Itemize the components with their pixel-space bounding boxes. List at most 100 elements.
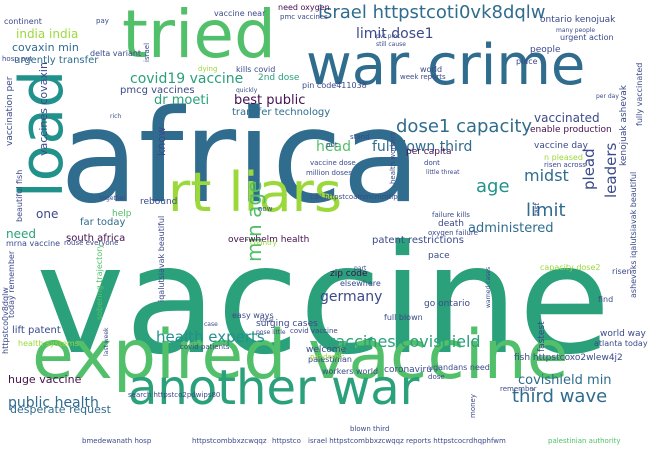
word-min-age: min age <box>242 180 266 262</box>
word-atlanta-today: atlanta today <box>594 339 648 348</box>
word-call-link: call httpstcoammcmmtip <box>310 193 398 201</box>
word-vaccines-covaxin: vaccines covaxin <box>37 62 50 156</box>
word-2nd-dose: 2nd dose <box>258 73 300 83</box>
word-covid-vaccine: covid vaccine <box>290 327 338 335</box>
word-know: know <box>155 126 168 156</box>
word-limit: limit <box>526 200 566 221</box>
word-ashevaks-link: ashevaks iqalutsiavak beautiful <box>629 171 638 298</box>
word-another-war: another war <box>128 360 420 416</box>
word-palestinian: palestinian <box>308 355 352 364</box>
word-zip-code: zip code <box>330 269 368 279</box>
word-dose: dose <box>428 373 445 381</box>
word-total: total <box>260 317 274 324</box>
word-case: case <box>204 321 218 328</box>
word-south-africa: south africa <box>66 233 126 244</box>
word-israel-link2: israel httpstcombbxzcwqqz reports httpst… <box>308 437 506 445</box>
word-search-link: search httpstco2pdwips80 <box>128 391 221 399</box>
word-israel-link: israel httpstcoti0vk8dqlw <box>318 2 546 23</box>
word-people: people <box>530 45 561 55</box>
word-lift-patent: lift patent <box>12 325 61 336</box>
word-best-public: best public <box>234 93 306 108</box>
word-surging-cases: surging cases <box>256 319 318 329</box>
word-rouse-everyone: rouse everyone <box>64 239 119 247</box>
word-transfer-technology: transfer technology <box>232 107 331 118</box>
word-fast: fast <box>533 202 541 216</box>
word-expired-vaccine: expired vaccine <box>32 316 569 395</box>
word-bandewanah-hosp: bmedewanath hosp <box>82 437 152 445</box>
word-httpstcombbxzcwqqz: httpstcombbxzcwqqz <box>192 437 267 445</box>
word-place: place <box>516 57 538 66</box>
word-germany: germany <box>320 289 383 305</box>
word-pandemic: pandemic <box>310 353 345 361</box>
word-vaccine: vaccine <box>36 214 611 388</box>
word-need: need <box>6 227 36 241</box>
word-now: now <box>258 205 273 213</box>
word-coronaviru: coronaviru <box>384 365 432 375</box>
word-country: country <box>250 239 277 247</box>
word-vaccine-day: vaccine day <box>534 141 588 151</box>
word-pvt-pmc: pvt pmc <box>376 33 401 40</box>
word-beautiful-fish: beautiful fish <box>15 169 24 222</box>
word-find: find <box>598 295 614 304</box>
word-enable-production: enable production <box>530 125 612 135</box>
word-need-oxygen: need oxygen <box>278 3 330 12</box>
word-vaccine-near: vaccine near <box>214 9 266 18</box>
word-full-blown: full blown <box>384 313 423 322</box>
word-continent: continent <box>4 17 42 26</box>
word-rebound: rebound <box>140 197 178 207</box>
word-stand: stand <box>350 133 370 141</box>
word-covid19-vaccine: covid19 vaccine <box>130 71 244 87</box>
word-put: put <box>326 141 338 149</box>
word-easy-ways: easy ways <box>232 311 274 320</box>
word-palestinian-authority: palestinian authority <box>548 437 621 445</box>
word-covishield-min: covishield min <box>518 373 612 388</box>
word-one: one <box>36 207 59 221</box>
word-go-ontario: go ontario <box>424 299 471 309</box>
word-health-workers: health workers <box>389 132 397 184</box>
word-part: part <box>354 265 367 272</box>
word-pmc-vaccines: pmc vaccines <box>280 13 328 21</box>
word-health-systems: health systems <box>18 339 79 348</box>
word-fish-link: fish httpstcoxo2wlew4j2 <box>514 353 623 363</box>
word-vaccination-per: vaccination per <box>5 76 15 146</box>
word-world-way: world way <box>600 329 646 339</box>
word-httpstco: httpstco <box>272 437 301 445</box>
word-fully-vaccinated: fully vaccinated <box>635 62 644 126</box>
word-far-today: far today <box>80 217 126 228</box>
word-administered: administered <box>468 221 554 236</box>
word-plead: plead <box>580 148 598 190</box>
word-last-week: last week <box>103 327 110 357</box>
word-fastest: fastest <box>537 321 547 352</box>
word-rich: rich <box>110 113 122 120</box>
word-pin-code: pin code411038 <box>302 81 367 90</box>
word-failure-kills: failure kills <box>432 211 470 219</box>
word-patent-restrictions: patent restrictions <box>372 235 464 246</box>
word-pmcg-vaccines: pmcg vaccines <box>120 85 195 96</box>
word-age: age <box>476 176 510 197</box>
word-million-doses: million doses <box>306 169 352 177</box>
word-leaders: leaders <box>602 142 620 198</box>
word-per-day: per day <box>596 93 619 100</box>
word-covaxin-min: covaxin min <box>12 41 79 54</box>
word-war-crime: war crime <box>306 33 586 98</box>
word-help: help <box>112 209 132 219</box>
word-quickly: quickly <box>236 87 258 94</box>
word-welcome: welcome <box>306 345 347 355</box>
word-vaccines-covishield: vaccines covishield <box>326 332 481 351</box>
word-elsewhere: elsewhere <box>340 279 381 288</box>
word-pose-little: pose little <box>256 329 286 336</box>
word-kenojuak-ashevak: kenojuak ashevak <box>619 85 629 166</box>
word-fullblown-third: fullblown third <box>372 139 473 155</box>
word-urgently-transfer: urgently transfer <box>14 55 99 66</box>
word-rt-liars: rt liars <box>168 161 342 224</box>
word-ontario-kenojuak: ontario kenojuak <box>540 15 616 25</box>
word-head: head <box>316 139 351 155</box>
word-midst: midst <box>524 166 569 185</box>
word-warned-cases: warned cases <box>485 266 492 308</box>
word-together: together <box>100 195 126 202</box>
word-oxygen-failure: oxygen failure <box>428 229 478 237</box>
word-little-threat: little threat <box>426 169 460 176</box>
word-vaccinated: vaccinated <box>534 111 600 125</box>
word-risen-across: risen across <box>544 161 586 169</box>
